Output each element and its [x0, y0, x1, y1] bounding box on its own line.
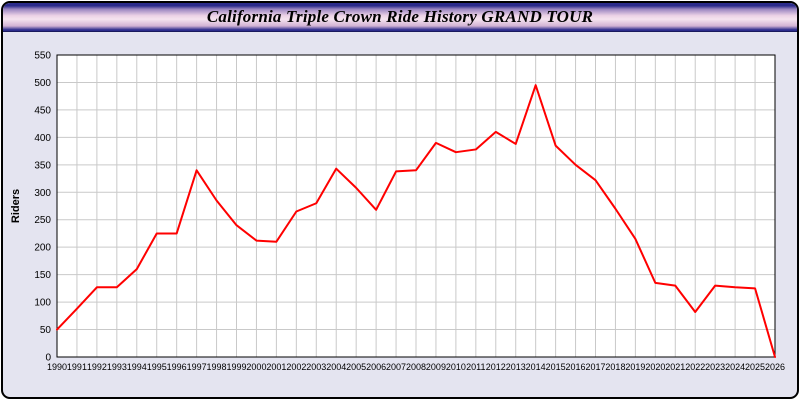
- svg-text:2007: 2007: [386, 362, 406, 372]
- page-title: California Triple Crown Ride History GRA…: [206, 7, 594, 26]
- svg-text:2002: 2002: [286, 362, 306, 372]
- svg-text:1994: 1994: [127, 362, 147, 372]
- svg-text:450: 450: [34, 105, 51, 116]
- svg-text:2015: 2015: [546, 362, 566, 372]
- svg-text:2014: 2014: [526, 362, 546, 372]
- svg-text:1992: 1992: [87, 362, 107, 372]
- svg-text:1993: 1993: [107, 362, 127, 372]
- svg-text:1991: 1991: [67, 362, 87, 372]
- svg-text:2009: 2009: [426, 362, 446, 372]
- svg-text:2012: 2012: [486, 362, 506, 372]
- svg-text:2013: 2013: [506, 362, 526, 372]
- svg-text:2011: 2011: [466, 362, 485, 372]
- svg-text:50: 50: [40, 325, 52, 336]
- svg-text:2000: 2000: [246, 362, 266, 372]
- title-bar: California Triple Crown Ride History GRA…: [3, 3, 797, 32]
- svg-text:500: 500: [34, 78, 51, 89]
- svg-text:250: 250: [34, 215, 51, 226]
- svg-text:2018: 2018: [605, 362, 625, 372]
- svg-text:1999: 1999: [226, 362, 246, 372]
- svg-text:100: 100: [34, 298, 51, 309]
- svg-text:1998: 1998: [207, 362, 227, 372]
- svg-text:2001: 2001: [266, 362, 286, 372]
- svg-text:2005: 2005: [346, 362, 366, 372]
- svg-text:2023: 2023: [705, 362, 725, 372]
- svg-text:2003: 2003: [306, 362, 326, 372]
- svg-text:Riders: Riders: [10, 189, 22, 223]
- svg-text:2020: 2020: [645, 362, 665, 372]
- svg-text:550: 550: [34, 51, 51, 62]
- svg-text:1990: 1990: [47, 362, 67, 372]
- svg-text:200: 200: [34, 243, 51, 254]
- svg-text:2004: 2004: [326, 362, 346, 372]
- svg-text:300: 300: [34, 188, 51, 199]
- svg-text:350: 350: [34, 160, 51, 171]
- chart-container: 0 50 100 150 200 250 300 350 400 450 500 550 1990 199…: [7, 41, 793, 393]
- svg-text:1996: 1996: [167, 362, 187, 372]
- svg-text:2022: 2022: [685, 362, 705, 372]
- svg-text:2021: 2021: [665, 362, 685, 372]
- svg-text:1997: 1997: [187, 362, 207, 372]
- svg-text:2010: 2010: [446, 362, 466, 372]
- svg-text:2019: 2019: [625, 362, 645, 372]
- svg-text:150: 150: [34, 270, 51, 281]
- svg-text:2016: 2016: [566, 362, 586, 372]
- svg-text:2025: 2025: [745, 362, 765, 372]
- svg-text:2006: 2006: [366, 362, 386, 372]
- svg-text:2024: 2024: [725, 362, 745, 372]
- svg-text:2026: 2026: [765, 362, 785, 372]
- svg-text:0: 0: [45, 353, 51, 364]
- svg-text:2017: 2017: [585, 362, 605, 372]
- svg-text:1995: 1995: [147, 362, 167, 372]
- svg-text:2008: 2008: [406, 362, 426, 372]
- svg-text:400: 400: [34, 133, 51, 144]
